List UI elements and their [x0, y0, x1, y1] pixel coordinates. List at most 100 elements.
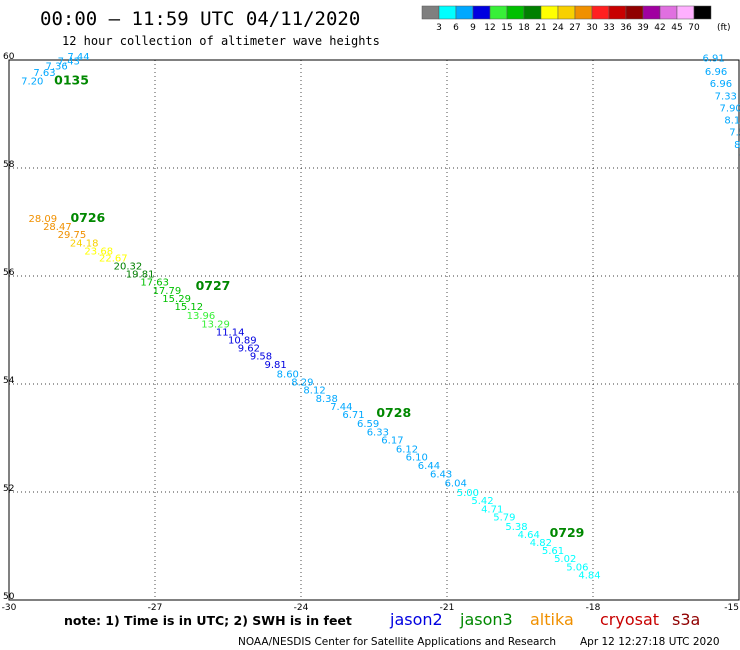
- colorbar-swatch: [506, 5, 525, 20]
- wave-height-value: 6.96: [710, 79, 732, 90]
- generation-timestamp: Apr 12 12:27:18 UTC 2020: [580, 636, 720, 648]
- wave-height-value: 5.02: [554, 554, 576, 565]
- wave-height-value: 4.82: [530, 538, 552, 549]
- footer-note: note: 1) Time is in UTC; 2) SWH is in fe…: [64, 613, 352, 628]
- wave-height-value: 17.79: [153, 286, 182, 297]
- colorbar-tick-label: 3: [436, 23, 442, 33]
- wave-height-observations: 7.207.637.367.437.4401356.916.966.967.33…: [21, 52, 740, 581]
- colorbar-tick-label: 45: [671, 23, 682, 33]
- colorbar-tick-label: 12: [484, 23, 495, 33]
- wave-height-value: 19.81: [126, 270, 155, 281]
- wave-height-value: 7.90: [720, 103, 740, 114]
- colorbar-tick-label: 30: [586, 23, 598, 33]
- longitude-tick-label: -18: [586, 603, 601, 613]
- wave-height-value: 22.67: [99, 253, 128, 264]
- colorbar-tick-label: 27: [569, 23, 580, 33]
- colorbar-swatch: [472, 5, 491, 20]
- map-subtitle: 12 hour collection of altimeter wave hei…: [62, 34, 380, 48]
- wave-height-value: 7.33: [715, 91, 737, 102]
- colorbar-tick-label: 15: [501, 23, 512, 33]
- colorbar-tick-label: 33: [603, 23, 614, 33]
- wave-height-value: 5.79: [493, 513, 515, 524]
- longitude-tick-label: -30: [2, 603, 17, 613]
- satellite-name-altika: altika: [530, 610, 574, 629]
- pass-time-label: 0726: [70, 210, 105, 225]
- wave-height-value: 4.84: [578, 570, 600, 581]
- axis-tick-labels: -30 -27 -24 -21 -18 -15 50 52 54 56 58 60: [2, 52, 739, 613]
- colorbar-swatch: [523, 5, 542, 20]
- colorbar-swatch: [557, 5, 576, 20]
- wave-height-value: 6.33: [367, 427, 389, 438]
- wave-height-value: 5.61: [542, 546, 564, 557]
- color-scale-unit: (ft): [717, 23, 731, 33]
- wave-height-value: 5.38: [505, 522, 527, 533]
- wave-height-value: 9.62: [238, 344, 260, 355]
- colorbar-swatch: [608, 5, 627, 20]
- wave-height-value: 15.29: [162, 294, 191, 305]
- color-scale-legend: 3 6 9 12 15 18 21 24 27 30 33 36 39 42 45 70: [421, 5, 712, 33]
- longitude-tick-label: -24: [294, 603, 309, 613]
- colorbar-swatch: [591, 5, 610, 20]
- pass-time-label: 0727: [196, 278, 231, 293]
- wave-height-value: 10.89: [228, 336, 257, 347]
- wave-height-value: 7.63: [33, 68, 55, 79]
- latitude-tick-label: 58: [3, 160, 15, 170]
- colorbar-swatch: [625, 5, 644, 20]
- colorbar-swatch: [642, 5, 661, 20]
- wave-height-value: 6.96: [705, 67, 727, 78]
- wave-height-value: 7.44: [330, 402, 352, 413]
- map-frame: [8, 59, 740, 601]
- credit-line: NOAA/NESDIS Center for Satellite Applica…: [238, 636, 556, 648]
- wave-height-value: 8.40: [734, 140, 740, 151]
- wave-height-value: 5.00: [457, 488, 479, 499]
- wave-height-value: 8.12: [724, 116, 740, 127]
- wave-height-value: 7.36: [46, 62, 68, 73]
- wave-height-value: 29.75: [58, 230, 87, 241]
- satellite-name-cryosat: cryosat: [600, 610, 659, 629]
- wave-height-value: 6.71: [342, 410, 364, 421]
- wave-height-value: 24.18: [70, 238, 99, 249]
- colorbar-swatch: [574, 5, 593, 20]
- pass-time-label: 0135: [54, 72, 89, 87]
- wave-height-value: 15.12: [174, 302, 203, 313]
- colorbar-swatch: [676, 5, 695, 20]
- longitude-tick-label: -15: [724, 603, 739, 613]
- colorbar-tick-label: 36: [620, 23, 632, 33]
- satellite-name-jason2: jason2: [389, 610, 443, 629]
- satellite-legend: jason2 jason3 altika cryosat s3a: [389, 610, 700, 629]
- wave-height-value: 6.17: [381, 435, 403, 446]
- colorbar-tick-label: 24: [552, 23, 564, 33]
- wave-height-value: 11.14: [216, 327, 245, 338]
- wave-height-value: 5.42: [471, 496, 493, 507]
- pass-time-label: 0729: [550, 525, 585, 540]
- wave-height-value: 23.68: [84, 246, 113, 257]
- wave-height-value: 7.51: [729, 128, 740, 139]
- map-title: 00:00 – 11:59 UTC 04/11/2020: [40, 8, 360, 30]
- wave-height-value: 6.10: [406, 453, 428, 464]
- wave-height-value: 4.71: [481, 505, 503, 516]
- colorbar-tick-label: 70: [688, 23, 700, 33]
- wave-height-value: 9.58: [250, 352, 272, 363]
- satellite-name-jason3: jason3: [459, 610, 513, 629]
- wave-height-value: 20.32: [114, 262, 143, 273]
- colorbar-swatch: [659, 5, 678, 20]
- wave-height-value: 6.43: [430, 469, 452, 480]
- latitude-tick-label: 56: [3, 268, 15, 278]
- colorbar-tick-label: 18: [518, 23, 530, 33]
- colorbar-tick-label: 21: [535, 23, 546, 33]
- pass-time-label: 0728: [376, 405, 411, 420]
- latitude-tick-label: 50: [3, 592, 15, 602]
- wave-height-value: 7.20: [21, 76, 43, 87]
- colorbar-tick-label: 39: [637, 23, 649, 33]
- wave-height-value: 6.12: [396, 445, 418, 456]
- colorbar-swatch: [438, 5, 457, 20]
- latitude-tick-label: 54: [3, 376, 15, 386]
- colorbar-swatch: [693, 5, 712, 20]
- wave-height-value: 5.06: [566, 562, 588, 573]
- wave-height-value: 7.43: [58, 56, 80, 67]
- wave-height-value: 28.09: [28, 214, 57, 225]
- wave-height-value: 13.96: [187, 311, 216, 322]
- latitude-tick-label: 52: [3, 484, 14, 494]
- wave-height-value: 28.47: [43, 222, 72, 233]
